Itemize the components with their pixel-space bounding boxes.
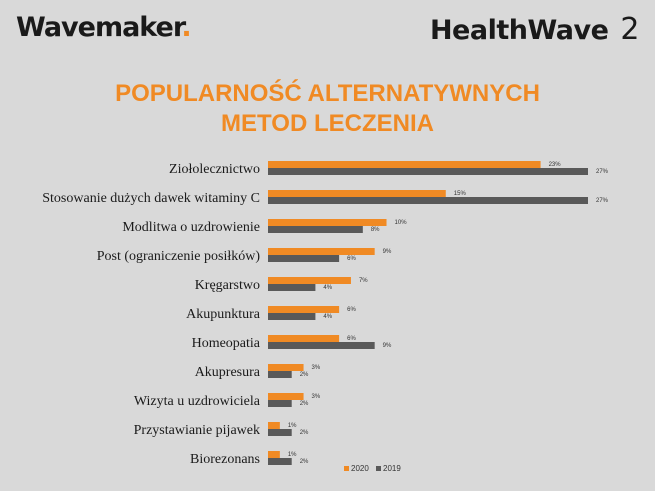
data-label-2019: 27% — [596, 198, 609, 204]
bar-2020 — [268, 364, 304, 371]
data-label-2020: 3% — [312, 394, 321, 400]
healthwave-logo-number: 2 — [620, 12, 639, 47]
bar-2020 — [268, 161, 541, 168]
chart-title-line2: METOD LECZENIA — [221, 110, 434, 137]
logo-dot-icon: . — [181, 12, 191, 43]
data-label-2020: 6% — [347, 336, 356, 342]
data-label-2020: 9% — [383, 249, 392, 255]
category-label: Stosowanie dużych dawek witaminy C — [42, 191, 260, 206]
data-label-2020: 23% — [549, 162, 562, 168]
category-label: Kręgarstwo — [195, 278, 260, 293]
healthwave-logo: HealthWave 2 — [429, 12, 640, 47]
category-label: Modlitwa o uzdrowienie — [122, 220, 260, 235]
data-label-2019: 27% — [596, 169, 609, 175]
data-label-2019: 6% — [347, 256, 356, 262]
data-label-2019: 9% — [383, 343, 392, 349]
bar-2019 — [268, 313, 316, 320]
data-label-2020: 15% — [454, 191, 467, 197]
data-label-2019: 2% — [300, 459, 309, 465]
bar-2019 — [268, 429, 292, 436]
data-label-2019: 8% — [371, 227, 380, 233]
bar-2019 — [268, 226, 363, 233]
bar-2019 — [268, 197, 588, 204]
wavemaker-logo: Wavemaker. — [16, 12, 192, 43]
category-label: Homeopatia — [192, 336, 261, 351]
data-label-2019: 2% — [300, 372, 309, 378]
bar-2020 — [268, 306, 340, 313]
bar-2020 — [268, 248, 375, 255]
legend-label-2019: 2019 — [383, 464, 401, 473]
bar-2019 — [268, 255, 340, 262]
data-label-2019: 4% — [323, 314, 332, 320]
category-label: Przystawianie pijawek — [134, 423, 260, 438]
bar-2020 — [268, 451, 280, 458]
legend-swatch-2020 — [344, 466, 349, 471]
data-label-2019: 4% — [323, 285, 332, 291]
data-label-2020: 1% — [288, 423, 297, 429]
chart-title-line1: POPULARNOŚĆ ALTERNATYWNYCH — [115, 80, 540, 107]
category-label: Akupunktura — [186, 307, 261, 322]
category-label: Wizyta u uzdrowiciela — [134, 394, 261, 409]
data-label-2020: 6% — [347, 307, 356, 313]
bar-2020 — [268, 219, 387, 226]
bar-2020 — [268, 335, 340, 342]
bar-2020 — [268, 422, 280, 429]
category-label: Post (ograniczenie posiłków) — [97, 249, 261, 264]
category-label: Biorezonans — [190, 452, 260, 467]
data-label-2020: 10% — [395, 220, 408, 226]
bar-2019 — [268, 284, 316, 291]
category-label: Ziołolecznictwo — [169, 162, 260, 177]
legend-label-2020: 2020 — [351, 464, 369, 473]
data-label-2020: 7% — [359, 278, 368, 284]
wavemaker-logo-text: Wavemaker — [16, 12, 182, 43]
bar-2020 — [268, 393, 304, 400]
data-label-2020: 1% — [288, 452, 297, 458]
bar-2019 — [268, 168, 588, 175]
data-label-2019: 2% — [300, 401, 309, 407]
bar-2020 — [268, 277, 351, 284]
bar-2019 — [268, 342, 375, 349]
category-label: Akupresura — [195, 365, 261, 380]
bar-2019 — [268, 458, 292, 465]
healthwave-logo-text: HealthWave — [429, 15, 609, 46]
bar-2019 — [268, 371, 292, 378]
data-label-2019: 2% — [300, 430, 309, 436]
bar-2019 — [268, 400, 292, 407]
bar-2020 — [268, 190, 446, 197]
data-label-2020: 3% — [312, 365, 321, 371]
legend-swatch-2019 — [376, 466, 381, 471]
